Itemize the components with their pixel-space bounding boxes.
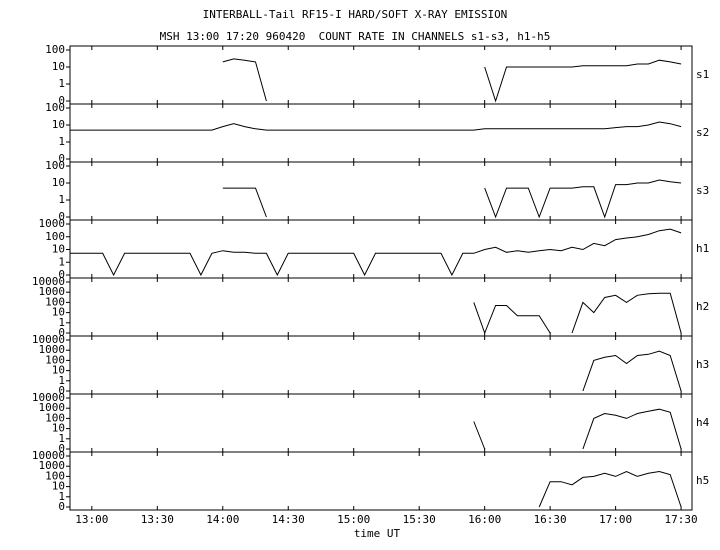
panel-frame: [69, 219, 693, 279]
y-tick-label: 10: [52, 422, 65, 435]
x-tick-label: 13:30: [141, 513, 174, 526]
series-line: [473, 408, 682, 450]
y-tick-label: 100: [45, 230, 65, 243]
y-tick-label: 1: [58, 77, 65, 90]
y-tick-label: 10: [52, 60, 65, 73]
y-tick-label: 1: [58, 316, 65, 329]
y-tick-label: 1: [58, 135, 65, 148]
y-tick-label: 1: [58, 193, 65, 206]
y-tick-label: 10: [52, 480, 65, 493]
y-tick-label: 1: [58, 490, 65, 503]
y-tick-label: 1: [58, 255, 65, 268]
y-tick-label: 100: [45, 43, 65, 56]
y-tick-label: 100: [45, 411, 65, 424]
y-tick-label: 100: [45, 469, 65, 482]
y-tick-label: 1000: [39, 285, 66, 298]
x-tick-label: 14:30: [272, 513, 305, 526]
y-tick-label: 1000: [39, 343, 66, 356]
x-tick-label: 16:00: [468, 513, 501, 526]
y-tick-label: 0: [58, 442, 65, 455]
y-tick-label: 1: [58, 432, 65, 445]
y-tick-label: 0: [58, 384, 65, 397]
chart-subtitle: MSH 13:00 17:20 960420 COUNT RATE IN CHA…: [160, 30, 551, 43]
series-line: [538, 470, 682, 508]
panel-label: h1: [696, 242, 709, 255]
panel-label: h5: [696, 474, 709, 487]
x-tick-label: 15:00: [337, 513, 370, 526]
y-tick-label: 10: [52, 243, 65, 256]
panel-frame: [69, 161, 693, 221]
panel-frame: [69, 103, 693, 163]
y-tick-label: 0: [58, 500, 65, 513]
series-line: [582, 350, 682, 392]
y-tick-label: 0: [58, 326, 65, 339]
y-tick-label: 1000: [39, 459, 66, 472]
x-tick-label: 17:00: [599, 513, 632, 526]
y-tick-label: 100: [45, 159, 65, 172]
x-tick-label: 14:00: [206, 513, 239, 526]
panel-label: h2: [696, 300, 709, 313]
panel-frame: [69, 277, 693, 337]
y-tick-label: 0: [58, 268, 65, 281]
panel-label: h4: [696, 416, 710, 429]
panel-frame: [69, 393, 693, 453]
y-tick-label: 100: [45, 353, 65, 366]
y-tick-label: 0: [58, 210, 65, 223]
series-line: [473, 292, 682, 335]
y-tick-label: 0: [58, 152, 65, 165]
x-tick-label: 15:30: [403, 513, 436, 526]
chart-title: INTERBALL-Tail RF15-I HARD/SOFT X-RAY EM…: [203, 8, 508, 21]
y-tick-label: 10: [52, 176, 65, 189]
y-tick-label: 100: [45, 295, 65, 308]
y-tick-label: 0: [58, 94, 65, 107]
panel-frame: [69, 45, 693, 105]
panel-label: s3: [696, 184, 709, 197]
y-tick-label: 10: [52, 118, 65, 131]
y-tick-label: 10: [52, 364, 65, 377]
y-tick-label: 1000: [39, 217, 66, 230]
y-tick-label: 100: [45, 101, 65, 114]
panel-label: h3: [696, 358, 709, 371]
series-line: [70, 228, 682, 277]
y-tick-label: 1: [58, 374, 65, 387]
y-tick-label: 10000: [32, 333, 65, 346]
x-axis-label: time UT: [354, 527, 401, 540]
panel-label: s2: [696, 126, 709, 139]
series-line: [222, 58, 682, 103]
y-tick-label: 10: [52, 306, 65, 319]
y-tick-label: 1000: [39, 401, 66, 414]
x-tick-label: 17:30: [665, 513, 698, 526]
y-tick-label: 10000: [32, 391, 65, 404]
panel-label: s1: [696, 68, 709, 81]
x-tick-label: 13:00: [75, 513, 108, 526]
panel-frame: [69, 451, 693, 511]
series-line: [222, 179, 682, 219]
y-tick-label: 10000: [32, 275, 65, 288]
series-line: [70, 121, 682, 131]
panel-frame: [69, 335, 693, 395]
y-tick-label: 10000: [32, 449, 65, 462]
x-tick-label: 16:30: [534, 513, 567, 526]
